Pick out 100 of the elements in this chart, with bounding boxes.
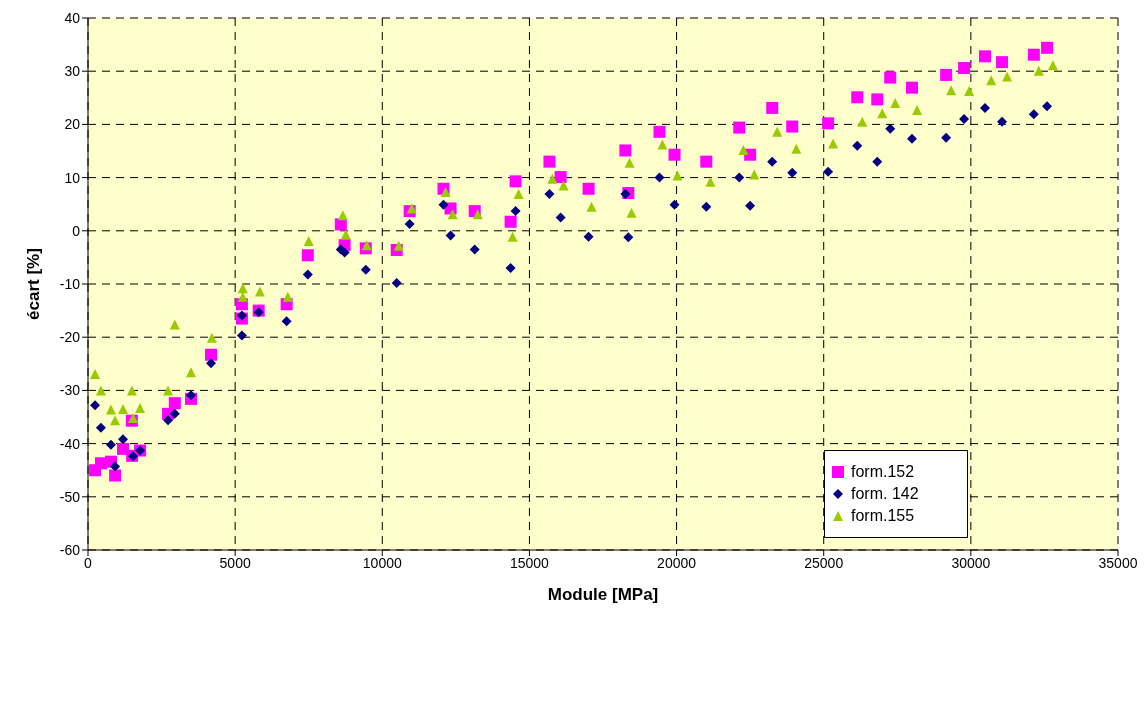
point: [340, 229, 351, 240]
point: [871, 93, 884, 106]
point: [772, 126, 783, 137]
point: [206, 332, 217, 343]
point: [654, 172, 665, 183]
point: [168, 397, 181, 410]
x-tick-label: 30000: [951, 554, 991, 571]
y-tick-label: -50: [59, 488, 81, 505]
point: [543, 155, 556, 168]
point: [507, 231, 518, 242]
point: [555, 212, 566, 223]
y-tick-label: 0: [72, 222, 81, 239]
point: [301, 249, 314, 262]
x-tick-label: 35000: [1098, 554, 1138, 571]
y-tick-label: 40: [64, 9, 81, 26]
y-tick-label: 30: [64, 63, 81, 80]
point: [90, 368, 101, 379]
point: [786, 120, 799, 133]
point: [438, 199, 449, 210]
x-tick-label: 0: [84, 554, 93, 571]
point: [236, 330, 247, 341]
point: [767, 156, 778, 167]
point: [447, 209, 458, 220]
point: [997, 116, 1008, 127]
point: [620, 189, 631, 200]
point: [282, 291, 293, 302]
x-axis-title: Module [MPa]: [547, 585, 659, 604]
point: [118, 434, 129, 445]
point: [766, 101, 779, 114]
point: [978, 50, 991, 63]
point: [302, 269, 313, 280]
point: [547, 173, 558, 184]
point: [406, 203, 417, 214]
point: [1027, 48, 1040, 61]
point: [110, 461, 121, 472]
point: [95, 385, 106, 396]
y-tick-label: -40: [59, 435, 81, 452]
point: [964, 85, 975, 96]
point: [958, 62, 971, 75]
point: [669, 199, 680, 210]
point: [1047, 60, 1058, 71]
point: [135, 402, 146, 413]
point: [884, 71, 897, 84]
point: [787, 167, 798, 178]
point: [510, 206, 521, 217]
point: [169, 408, 180, 419]
point: [653, 125, 666, 138]
x-tick-label: 20000: [657, 554, 697, 571]
point: [857, 116, 868, 127]
point: [469, 244, 480, 255]
point: [996, 56, 1009, 69]
point: [558, 180, 569, 191]
point: [885, 123, 896, 134]
point: [851, 91, 864, 104]
point: [823, 166, 834, 177]
point: [700, 155, 713, 168]
point: [872, 156, 883, 167]
point: [907, 133, 917, 144]
point: [626, 207, 637, 218]
point: [105, 439, 116, 450]
point: [672, 170, 683, 181]
y-axis-title: écart [%]: [24, 248, 44, 320]
point: [619, 144, 632, 157]
point: [163, 415, 174, 426]
point: [544, 189, 555, 200]
legend-label: form. 142: [851, 485, 919, 503]
y-tick-label: -20: [59, 329, 81, 346]
point: [404, 218, 415, 229]
point: [186, 367, 196, 378]
point: [163, 385, 174, 396]
x-tick-label: 10000: [362, 554, 402, 571]
y-tick-label: 10: [64, 169, 81, 186]
point: [445, 230, 456, 241]
point: [109, 469, 122, 482]
point: [586, 201, 597, 212]
point: [1028, 109, 1039, 120]
point: [360, 264, 371, 275]
point: [745, 200, 756, 211]
point: [361, 240, 372, 251]
point: [979, 102, 990, 113]
point: [734, 172, 745, 183]
point: [657, 139, 668, 150]
point: [705, 176, 716, 187]
point: [906, 81, 918, 94]
point: [95, 422, 106, 433]
point: [472, 209, 483, 220]
point: [912, 105, 922, 116]
point: [890, 98, 901, 109]
point: [505, 263, 516, 274]
point: [169, 319, 180, 330]
legend-label: form.155: [851, 507, 915, 525]
point: [986, 75, 997, 86]
y-tick-label: -60: [59, 541, 81, 558]
point: [118, 404, 129, 415]
y-tick-label: 20: [64, 116, 81, 133]
point: [186, 390, 196, 401]
point: [254, 286, 265, 297]
x-tick-label: 5000: [219, 554, 251, 571]
point: [828, 138, 839, 149]
point: [90, 400, 101, 411]
